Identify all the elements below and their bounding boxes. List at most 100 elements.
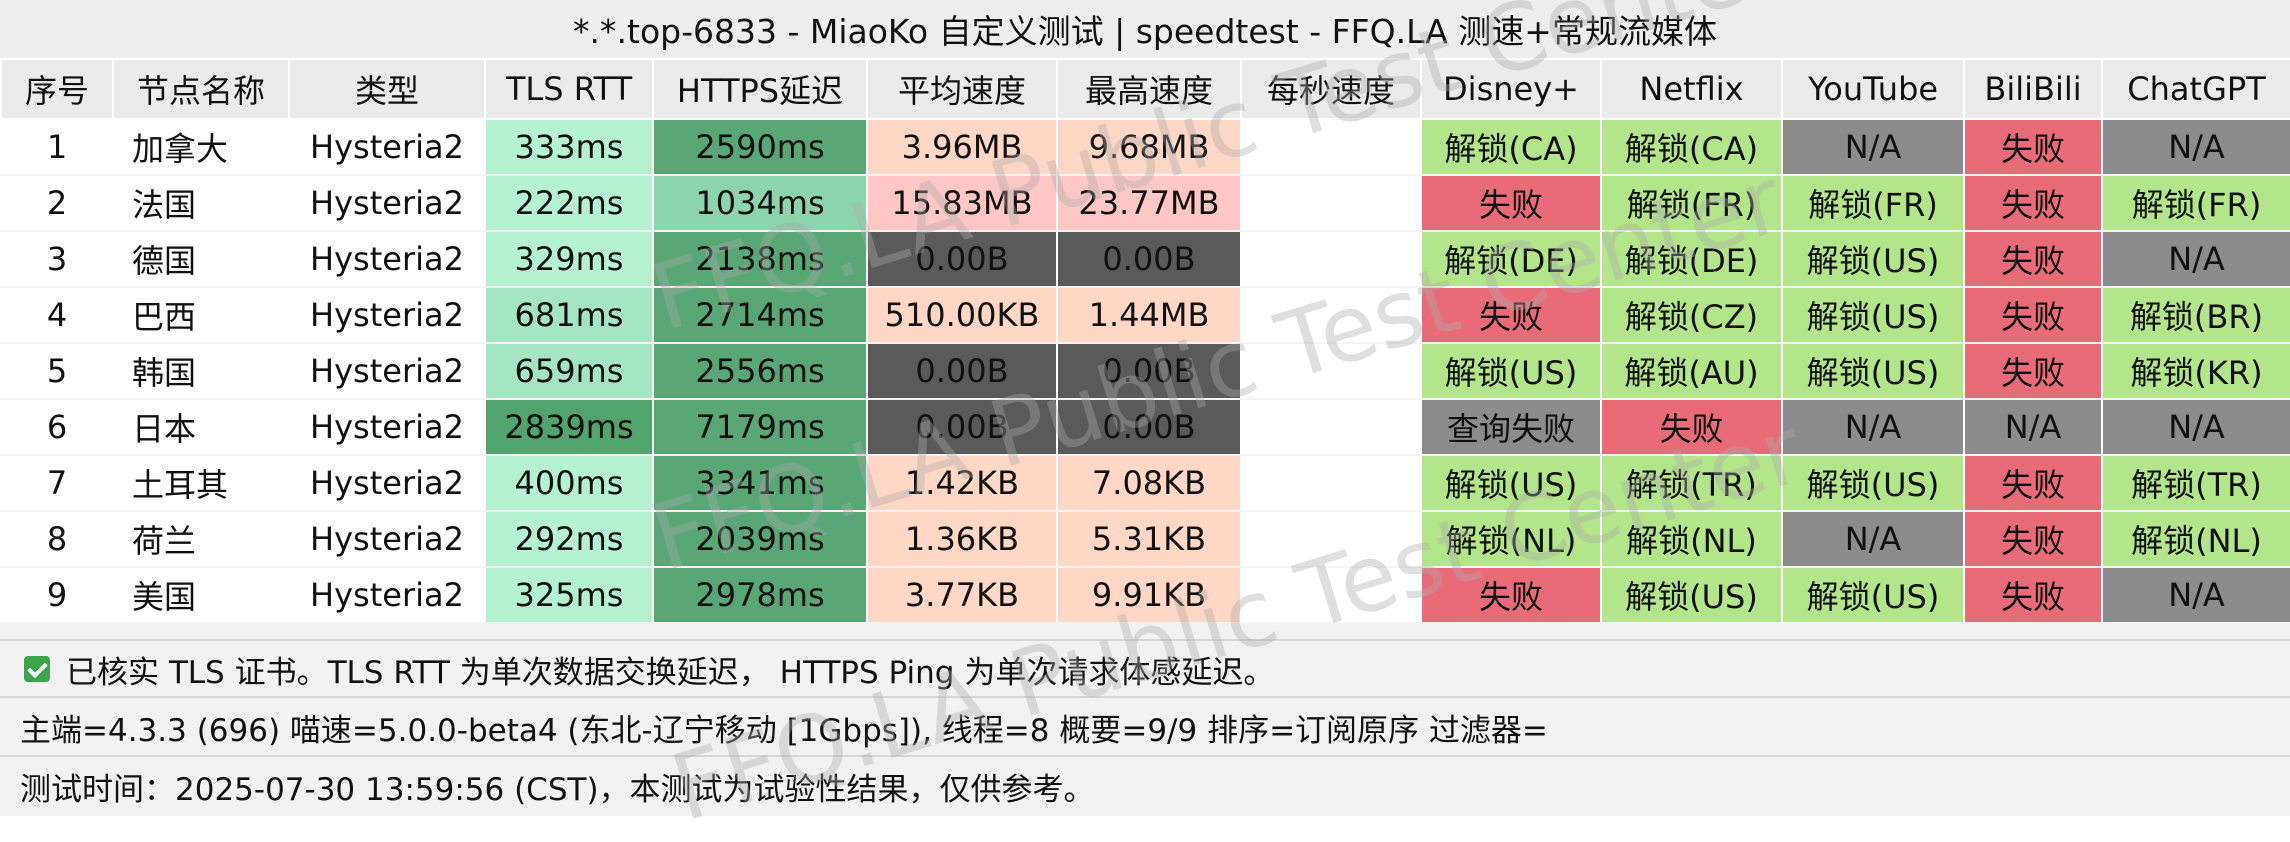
youtube-status: 解锁(US) (1781, 286, 1965, 344)
bilibili-status: 失败 (1963, 454, 2103, 512)
tls-rtt: 333ms (484, 118, 654, 176)
column-header: TLS RTT (484, 58, 654, 120)
disney-status: 失败 (1420, 566, 1602, 624)
youtube-status: 解锁(US) (1781, 566, 1965, 624)
tls-rtt: 292ms (484, 510, 654, 568)
avg-speed: 0.00B (866, 230, 1058, 288)
node-name: 德国 (112, 230, 290, 288)
node-type: Hysteria2 (288, 510, 486, 568)
chatgpt-status: 解锁(BR) (2101, 286, 2290, 344)
result-image: *.*.top-6833 - MiaoKo 自定义测试 | speedtest … (0, 0, 2290, 814)
chatgpt-status: N/A (2101, 398, 2290, 456)
column-header: Netflix (1600, 58, 1783, 120)
column-header: 每秒速度 (1240, 58, 1422, 120)
netflix-status: 解锁(US) (1600, 566, 1783, 624)
max-speed: 0.00B (1056, 342, 1242, 400)
column-header: 节点名称 (112, 58, 290, 120)
node-name: 土耳其 (112, 454, 290, 512)
chatgpt-status: 解锁(NL) (2101, 510, 2290, 568)
bilibili-status: 失败 (1963, 118, 2103, 176)
tls-rtt: 2839ms (484, 398, 654, 456)
youtube-status: N/A (1781, 398, 1965, 456)
per-second-speed (1240, 566, 1422, 624)
node-type: Hysteria2 (288, 398, 486, 456)
node-name: 加拿大 (112, 118, 290, 176)
row-index: 6 (0, 398, 114, 456)
max-speed: 9.91KB (1056, 566, 1242, 624)
https-latency: 1034ms (652, 174, 868, 232)
https-latency: 2590ms (652, 118, 868, 176)
table-body: 1 加拿大 Hysteria2 333ms 2590ms 3.96MB 9.68MB 解锁(C… (0, 118, 2290, 624)
results-table: 序号 节点名称 类型 TLS RTT HTTPS延迟 平均速度 最高速度 每秒速… (0, 58, 2290, 624)
table-row: 3 德国 Hysteria2 329ms 2138ms 0.00B 0.00B 解锁(DE) 解… (0, 230, 2290, 288)
tls-rtt: 325ms (484, 566, 654, 624)
https-latency: 2978ms (652, 566, 868, 624)
column-header: HTTPS延迟 (652, 58, 868, 120)
bilibili-status: 失败 (1963, 566, 2103, 624)
avg-speed: 15.83MB (866, 174, 1058, 232)
tls-note-text: 已核实 TLS 证书。TLS RTT 为单次数据交换延迟， HTTPS Ping… (66, 654, 1275, 691)
disney-status: 解锁(CA) (1420, 118, 1602, 176)
node-name: 日本 (112, 398, 290, 456)
column-header: 最高速度 (1056, 58, 1242, 120)
node-type: Hysteria2 (288, 342, 486, 400)
table-row: 9 美国 Hysteria2 325ms 2978ms 3.77KB 9.91KB 失败 解锁(… (0, 566, 2290, 624)
node-name: 法国 (112, 174, 290, 232)
per-second-speed (1240, 342, 1422, 400)
bilibili-status: 失败 (1963, 230, 2103, 288)
table-row: 8 荷兰 Hysteria2 292ms 2039ms 1.36KB 5.31KB 解锁(NL… (0, 510, 2290, 568)
backend-info: 主端=4.3.3 (696) 喵速=5.0.0-beta4 (东北-辽宁移动 [… (0, 696, 2290, 756)
column-header: ChatGPT (2101, 58, 2290, 120)
per-second-speed (1240, 454, 1422, 512)
row-index: 9 (0, 566, 114, 624)
max-speed: 9.68MB (1056, 118, 1242, 176)
https-latency: 2556ms (652, 342, 868, 400)
avg-speed: 0.00B (866, 398, 1058, 456)
tls-rtt: 681ms (484, 286, 654, 344)
bilibili-status: 失败 (1963, 510, 2103, 568)
netflix-status: 解锁(DE) (1600, 230, 1783, 288)
https-latency: 2714ms (652, 286, 868, 344)
avg-speed: 3.77KB (866, 566, 1058, 624)
test-time-text: 测试时间：2025-07-30 13:59:56 (CST)，本测试为试验性结果… (20, 772, 1095, 808)
disney-status: 解锁(NL) (1420, 510, 1602, 568)
per-second-speed (1240, 174, 1422, 232)
per-second-speed (1240, 286, 1422, 344)
row-index: 2 (0, 174, 114, 232)
youtube-status: 解锁(US) (1781, 230, 1965, 288)
disney-status: 解锁(US) (1420, 342, 1602, 400)
row-index: 5 (0, 342, 114, 400)
avg-speed: 3.96MB (866, 118, 1058, 176)
youtube-status: N/A (1781, 510, 1965, 568)
table-row: 5 韩国 Hysteria2 659ms 2556ms 0.00B 0.00B 解锁(US) 解… (0, 342, 2290, 400)
netflix-status: 解锁(AU) (1600, 342, 1783, 400)
per-second-speed (1240, 118, 1422, 176)
avg-speed: 0.00B (866, 342, 1058, 400)
row-index: 8 (0, 510, 114, 568)
disney-status: 失败 (1420, 286, 1602, 344)
tls-rtt: 400ms (484, 454, 654, 512)
max-speed: 5.31KB (1056, 510, 1242, 568)
column-header: Disney+ (1420, 58, 1602, 120)
chatgpt-status: N/A (2101, 566, 2290, 624)
row-index: 3 (0, 230, 114, 288)
node-type: Hysteria2 (288, 566, 486, 624)
avg-speed: 510.00KB (866, 286, 1058, 344)
https-latency: 2138ms (652, 230, 868, 288)
per-second-speed (1240, 510, 1422, 568)
backend-info-text: 主端=4.3.3 (696) 喵速=5.0.0-beta4 (东北-辽宁移动 [… (20, 712, 1548, 749)
chatgpt-status: N/A (2101, 118, 2290, 176)
netflix-status: 解锁(FR) (1600, 174, 1783, 232)
tls-rtt: 329ms (484, 230, 654, 288)
node-type: Hysteria2 (288, 230, 486, 288)
max-speed: 0.00B (1056, 230, 1242, 288)
checkmark-icon (24, 656, 50, 682)
page-title: *.*.top-6833 - MiaoKo 自定义测试 | speedtest … (0, 0, 2290, 60)
node-type: Hysteria2 (288, 454, 486, 512)
max-speed: 0.00B (1056, 398, 1242, 456)
column-header: BiliBili (1963, 58, 2103, 120)
disney-status: 查询失败 (1420, 398, 1602, 456)
node-name: 韩国 (112, 342, 290, 400)
column-header: 类型 (288, 58, 486, 120)
test-time: 测试时间：2025-07-30 13:59:56 (CST)，本测试为试验性结果… (0, 755, 2290, 816)
